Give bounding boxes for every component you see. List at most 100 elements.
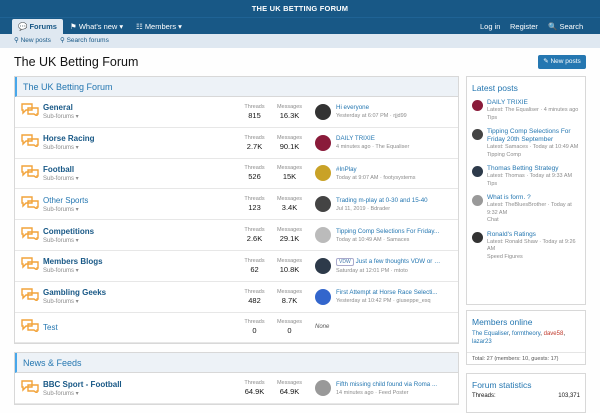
item-title[interactable]: What is form. ?	[487, 194, 531, 201]
forum-name[interactable]: General	[43, 103, 73, 113]
item-forum[interactable]: Chat	[487, 217, 499, 223]
item-forum[interactable]: Tipping Comp	[487, 151, 522, 158]
subnav-link[interactable]: ⚲ Search forums	[60, 37, 109, 44]
forum-name[interactable]: Horse Racing	[43, 134, 95, 144]
latest-title[interactable]: Fifth missing child found via Roma ...	[336, 381, 442, 388]
latest-title[interactable]: Tipping Comp Selections For Friday...	[336, 228, 442, 235]
latest-title[interactable]: Hi everyone	[336, 104, 442, 111]
new-posts-button[interactable]: ✎ New posts	[538, 55, 586, 69]
latest-meta: 4 minutes ago · The Equaliser	[336, 144, 410, 151]
member-names: The Equaliserformtheorydave58 lazar23	[467, 330, 585, 346]
stat-value: 15K	[282, 172, 297, 182]
section-title: The UK Betting Forum	[15, 77, 458, 97]
stat-label: Messages	[276, 134, 303, 141]
latest-posts-widget: Latest posts DAILY TRIXIE Latest: The Equ…	[466, 76, 586, 305]
subforums[interactable]: Sub-forums ▾	[43, 206, 79, 213]
stat-row: Threads: 103,371	[467, 393, 585, 399]
latest-post: DAILY TRIXIE 4 minutes ago · The Equalise…	[336, 135, 442, 150]
latest-meta: Jul 11, 2019 · Bdrader	[336, 205, 391, 212]
forum-row: General Sub-forums ▾ Threads 815 Messages 16.…	[15, 97, 458, 128]
member-name[interactable]: dave58	[544, 331, 565, 337]
member-name[interactable]: formtheory	[512, 331, 544, 337]
nav-tab[interactable]: 💬 Forums	[12, 19, 63, 35]
subforums[interactable]: Sub-forums ▾	[43, 114, 79, 121]
register-link[interactable]: Register	[510, 22, 538, 31]
latest-meta: Yesterday at 6:07 PM · rjjd99	[336, 113, 407, 120]
latest-time: Yesterday at 10:42 PM	[336, 298, 392, 305]
forum-name[interactable]: Members Blogs	[43, 257, 103, 267]
search-link[interactable]: 🔍 Search	[548, 22, 584, 31]
latest-user[interactable]: Samaces	[386, 236, 410, 243]
stat-label: Threads	[244, 257, 265, 264]
item-text: DAILY TRIXIE Latest: The Equaliser · 4 mi…	[487, 99, 578, 122]
forum-stat: Threads 815	[237, 104, 272, 120]
item-title[interactable]: DAILY TRIXIE	[487, 99, 528, 106]
latest-post-item: What is form. ? Latest: TheBluesBrother ·…	[467, 191, 585, 228]
member-name[interactable]: lazar23	[472, 339, 492, 345]
subforums[interactable]: Sub-forums ▾	[43, 145, 79, 152]
latest-user[interactable]: rjjd99	[393, 113, 407, 120]
subforums[interactable]: Sub-forums ▾	[43, 175, 79, 182]
forum-section: The UK Betting Forum General Sub-forums ▾ T…	[14, 76, 459, 345]
item-forum[interactable]: Speed Figures	[487, 253, 523, 260]
nav-tab[interactable]: ☷ Members ▾	[136, 22, 182, 31]
forum-stat: Threads 123	[237, 196, 272, 212]
login-link[interactable]: Log in	[480, 22, 501, 31]
forum-name[interactable]: Competitions	[43, 226, 95, 236]
subforums[interactable]: Sub-forums ▾	[43, 237, 79, 244]
forum-info: Competitions Sub-forums ▾	[43, 227, 237, 244]
avatar	[472, 195, 483, 206]
logo[interactable]: THE UK BETTING FORUM	[0, 0, 600, 17]
nav-tab[interactable]: ⚑ What's new ▾	[70, 22, 124, 31]
latest-user[interactable]: mtoto	[394, 267, 408, 274]
stat-value: 0	[252, 326, 257, 336]
forum-icon	[15, 287, 43, 306]
latest-user[interactable]: footysystems	[383, 174, 416, 181]
subnav-link[interactable]: ⚲ New posts	[14, 37, 51, 44]
latest-user[interactable]: Feed Poster	[378, 389, 409, 396]
sub-nav: ⚲ New posts ⚲ Search forums	[0, 34, 600, 48]
forum-stat: Messages 90.1K	[272, 135, 307, 151]
subforums[interactable]: Sub-forums ▾	[43, 299, 79, 306]
forum-name[interactable]: Gambling Geeks	[43, 288, 107, 298]
latest-user[interactable]: Bdrader	[370, 205, 391, 212]
latest-user[interactable]: The Equaliser	[375, 144, 410, 151]
forum-info: Horse Racing Sub-forums ▾	[43, 134, 237, 151]
latest-time: Saturday at 12:01 PM	[336, 267, 390, 274]
latest-title[interactable]: DAILY TRIXIE	[336, 135, 442, 142]
latest-user[interactable]: giuseppe_esq	[396, 298, 431, 305]
stat-label: Messages	[276, 380, 303, 387]
item-title[interactable]: Thomas Betting Strategy	[487, 165, 559, 172]
section-title: News & Feeds	[15, 353, 458, 374]
member-name[interactable]: The Equaliser	[472, 331, 512, 337]
item-title[interactable]: Tipping Comp Selections For Friday 20th …	[487, 128, 571, 143]
forum-stat: Threads 0	[237, 319, 272, 335]
latest-time: 4 minutes ago	[336, 144, 371, 151]
item-forum[interactable]: Tips	[487, 114, 498, 121]
stat-value: 123	[248, 203, 261, 213]
avatar	[472, 129, 483, 140]
latest-title[interactable]: Trading m-play at 0-30 and 15-40	[336, 197, 442, 204]
stat-label: Threads	[244, 134, 265, 141]
forum-list: The UK Betting Forum General Sub-forums ▾ T…	[14, 76, 459, 406]
forum-icon	[15, 195, 43, 214]
latest-title[interactable]: First Attempt at Horse Race Selecti...	[336, 289, 442, 296]
forum-stat: Threads 526	[237, 165, 272, 181]
stat-value: 815	[248, 110, 261, 120]
avatar	[315, 227, 331, 244]
stat-value: 526	[248, 172, 261, 182]
item-meta: Latest: Thomas · Today at 9:33 AM	[487, 173, 573, 179]
forum-section: News & Feeds BBC Sport - Football Sub-foru…	[14, 352, 459, 406]
item-forum[interactable]: Tips	[487, 180, 498, 187]
forum-name[interactable]: Other Sports	[43, 195, 89, 205]
forum-name[interactable]: BBC Sport - Football	[43, 379, 122, 389]
subforums[interactable]: Sub-forums ▾	[43, 390, 79, 397]
latest-title[interactable]: #InPlay	[336, 166, 442, 173]
item-title[interactable]: Ronald's Ratings	[487, 230, 536, 238]
subforums[interactable]: Sub-forums ▾	[43, 268, 79, 275]
forum-name[interactable]: Football	[43, 164, 75, 174]
forum-name[interactable]: Test	[43, 322, 58, 332]
latest-post: Trading m-play at 0-30 and 15-40 Jul 11, …	[336, 197, 442, 212]
stat-label: Threads	[244, 196, 265, 203]
